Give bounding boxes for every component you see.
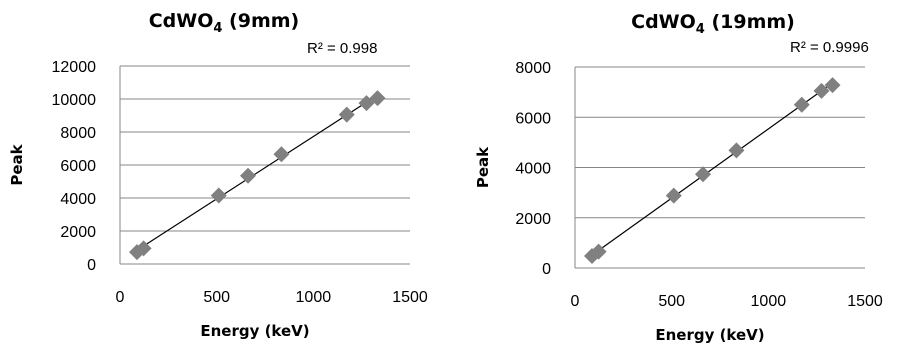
y-tick-label: 2000 <box>60 224 96 241</box>
y-tick-label: 0 <box>87 257 96 274</box>
r-squared-label: R² = 0.9996 <box>790 39 869 56</box>
y-tick-label: 12000 <box>52 59 97 76</box>
x-tick-label: 1500 <box>392 289 428 306</box>
data-point <box>338 106 355 123</box>
data-point <box>665 187 682 204</box>
data-point <box>369 90 386 107</box>
data-point <box>793 96 810 113</box>
y-tick-label: 2000 <box>515 211 551 228</box>
data-point <box>824 77 841 94</box>
data-point <box>210 187 227 204</box>
data-point <box>813 82 830 99</box>
y-axis-label: Peak <box>8 143 26 185</box>
x-tick-label: 1000 <box>296 289 332 306</box>
trendline <box>591 82 833 256</box>
chart-1: 0 2000 4000 6000 8000 10000 12000 0 500 1000 1500 C… <box>8 10 428 340</box>
y-tick-label: 0 <box>542 261 551 278</box>
x-axis-label: Energy (keV) <box>655 326 764 344</box>
y-tick-label: 6000 <box>515 110 551 127</box>
trendline <box>136 94 378 251</box>
y-tick-label: 10000 <box>52 92 97 109</box>
y-tick-label: 8000 <box>515 60 551 77</box>
y-tick-label: 6000 <box>60 158 96 175</box>
data-point <box>694 166 711 183</box>
r-squared-label: R² = 0.998 <box>307 40 377 57</box>
x-axis-label: Energy (keV) <box>200 322 309 340</box>
y-tick-label: 4000 <box>515 161 551 178</box>
data-point <box>239 167 256 184</box>
chart-title: CdWO4 (9mm) <box>149 10 300 36</box>
chart-2: 0 2000 4000 6000 8000 0 500 1000 1500 CdWO4 (19mm… <box>474 11 883 344</box>
x-tick-label: 500 <box>658 293 685 310</box>
y-tick-label: 4000 <box>60 191 96 208</box>
x-tick-label: 0 <box>571 293 580 310</box>
data-point <box>273 146 290 163</box>
x-tick-label: 500 <box>203 289 230 306</box>
chart-title: CdWO4 (19mm) <box>631 11 795 37</box>
x-tick-label: 1000 <box>751 293 787 310</box>
y-tick-label: 8000 <box>60 125 96 142</box>
x-tick-label: 0 <box>116 289 125 306</box>
x-tick-label: 1500 <box>847 293 883 310</box>
y-axis-label: Peak <box>474 146 492 188</box>
data-point <box>135 240 152 257</box>
data-point <box>728 142 745 159</box>
data-point <box>590 243 607 260</box>
